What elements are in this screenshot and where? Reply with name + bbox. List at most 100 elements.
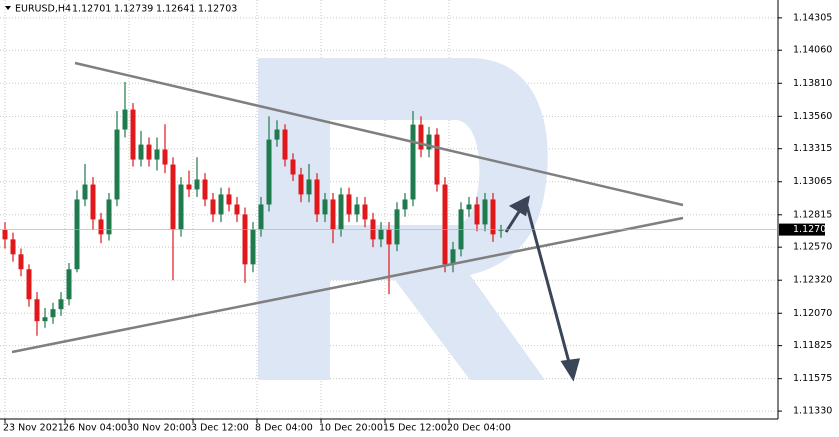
lower-trend-line [11,216,684,354]
trend-lines [11,61,684,354]
y-tick-label: 1.12320 [793,275,832,286]
arrow-head [560,358,581,382]
candle-body [82,184,88,200]
candle-body [322,199,328,215]
candle-body [450,249,456,265]
candle-body [330,199,336,230]
header-open: 1.12701 [72,4,111,15]
symbol: EURUSD,H4 [15,4,71,15]
candle-body [354,204,360,215]
x-tick-label: 8 Dec 04:00 [255,423,313,434]
candle-body [274,129,280,140]
candle-body [394,209,400,245]
candles [2,81,504,336]
y-tick-label: 1.12815 [793,209,832,220]
candle-body [346,194,352,215]
x-tick-label: 20 Dec 04:00 [447,423,511,434]
candle-body [466,204,472,210]
candle-body [490,199,496,235]
candle-body [410,124,416,200]
y-tick-label: 1.12570 [793,242,832,253]
candle-body [138,144,144,160]
candle-body [114,129,120,200]
candle-body [442,184,448,265]
x-tick-label: 30 Nov 20:00 [127,423,191,434]
x-tick-label: 15 Dec 12:00 [383,423,447,434]
candle-body [402,199,408,210]
candle-body [50,309,56,318]
candle-body [130,109,136,160]
x-tick-label: 10 Dec 20:00 [319,423,383,434]
candle-body [298,174,304,195]
candle-body [434,134,440,185]
arrow-down [525,205,572,367]
menu-triangle[interactable] [5,6,11,10]
candle-body [258,204,264,230]
candle-body [474,204,480,225]
y-tick-label: 1.11330 [793,406,832,417]
candle-body [66,269,72,300]
upper-trend-line [74,61,684,207]
candle-body [386,229,392,245]
candle-body [194,179,200,190]
candle-body [218,194,224,215]
candle-body [202,179,208,200]
candle-body [34,299,40,322]
axes: 1.14305 1.14060 1.13810 1.13560 1.13315 1.130… [0,12,832,434]
y-tick-label: 1.13065 [793,176,832,187]
candle-body [290,159,296,175]
candle-body [42,317,48,322]
header-low: 1.12641 [156,4,195,15]
candle-body [154,149,160,160]
candle-body [146,144,152,160]
candle-body [106,199,112,235]
current-price-label: 1.12703 [793,224,832,235]
watermark [258,58,548,380]
candle-body [122,109,128,130]
candle-body [282,129,288,160]
candle-body [58,299,64,310]
forecast-arrows [504,195,581,382]
arrow-head [508,195,531,217]
candle-body [90,184,96,220]
y-tick-label: 1.12070 [793,308,832,319]
current-price-box [779,223,825,236]
candle-body [226,194,232,205]
candle-body [98,219,104,235]
y-tick-label: 1.13560 [793,111,832,122]
candle-body [266,139,272,205]
candle-body [162,149,168,165]
candle-body [178,184,184,230]
candle-body [426,134,432,150]
candle-body [242,214,248,265]
x-tick-label: 26 Nov 04:00 [63,423,127,434]
x-tick-label: 23 Nov 2021 [3,423,64,434]
candle-body [306,179,312,195]
y-tick-label: 1.13315 [793,143,832,154]
y-tick-label: 1.14060 [793,45,832,56]
x-tick-label: 3 Dec 12:00 [191,423,249,434]
candle-body [498,229,504,231]
candle-body [10,239,16,255]
candle-body [2,229,8,240]
header-close: 1.12703 [198,4,237,15]
header-high: 1.12739 [114,4,153,15]
candle-body [314,179,320,215]
candle-body [186,184,192,190]
candle-body [418,124,424,150]
candle-body [18,254,24,270]
candle-body [338,194,344,230]
candle-body [362,204,368,220]
candle-body [234,204,240,215]
y-tick-label: 1.13810 [793,78,832,89]
candle-body [170,164,176,230]
candle-body [482,199,488,225]
candle-body [210,199,216,215]
y-tick-label: 1.14305 [793,12,832,23]
candle-body [378,229,384,240]
candle-body [26,269,32,300]
y-tick-label: 1.11575 [793,373,832,384]
candle-body [250,229,256,265]
y-tick-label: 1.11825 [793,340,832,351]
